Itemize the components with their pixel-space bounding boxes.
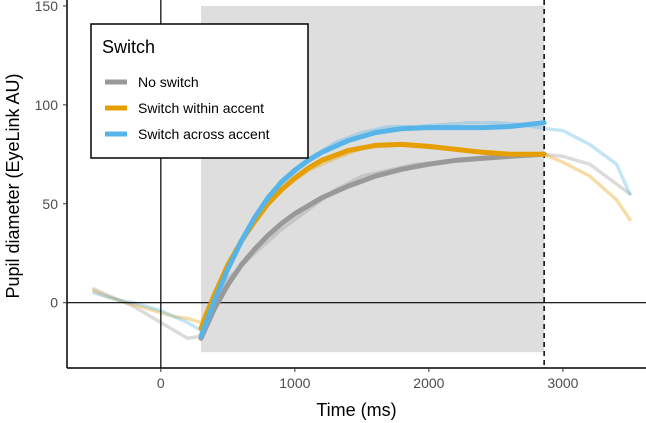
x-axis-title: Time (ms) xyxy=(316,400,396,420)
x-tick-label: 2000 xyxy=(413,375,444,391)
legend-label-0: No switch xyxy=(138,74,199,90)
fit-series-line-2 xyxy=(198,120,547,339)
axes xyxy=(66,0,646,369)
legend-label-1: Switch within accent xyxy=(138,100,264,116)
x-tick-label: 1000 xyxy=(279,375,310,391)
legend-items: No switch Switch within accent Switch acro… xyxy=(105,74,270,142)
legend-title: Switch xyxy=(102,37,155,57)
y-tick-label: 50 xyxy=(42,196,58,212)
legend: Switch No switch Switch within accent Swit… xyxy=(90,23,309,159)
y-axis-title: Pupil diameter (EyeLink AU) xyxy=(3,73,23,298)
y-tick-label: 0 xyxy=(50,295,58,311)
fitted-curves-layer xyxy=(198,120,547,341)
y-tick-label: 100 xyxy=(35,97,59,113)
fit-series-line-0 xyxy=(198,151,547,341)
x-tick-label: 0 xyxy=(157,375,165,391)
legend-box xyxy=(90,23,309,159)
tick-labels: 0 1000 2000 3000 0 50 100 150 xyxy=(35,0,579,391)
legend-label-2: Switch across accent xyxy=(138,126,270,142)
y-tick-label: 150 xyxy=(35,0,59,14)
x-tick-label: 3000 xyxy=(547,375,578,391)
